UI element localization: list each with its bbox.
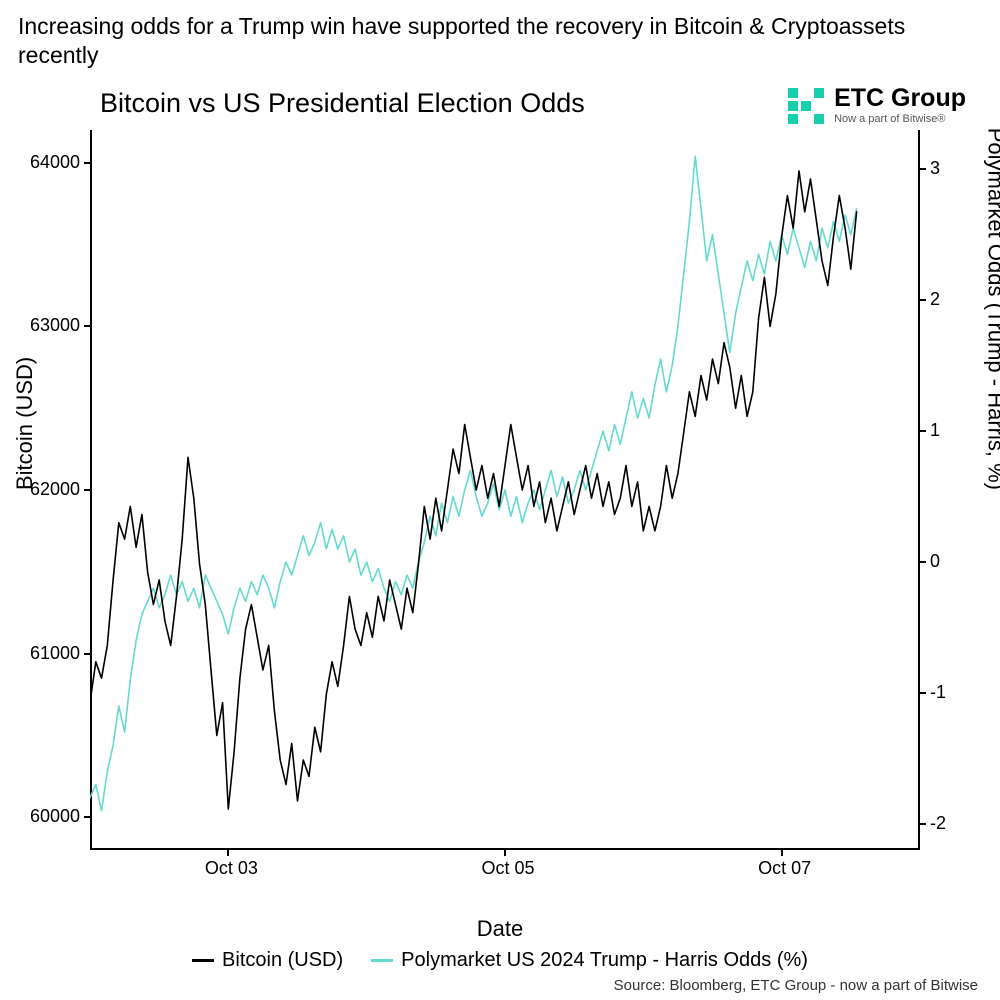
logo-tagline: Now a part of Bitwise® xyxy=(834,114,966,125)
y1-axis-label: Bitcoin (USD) xyxy=(12,357,38,490)
x-axis-label: Date xyxy=(0,916,1000,942)
legend-item-bitcoin: Bitcoin (USD) xyxy=(192,949,343,972)
source-line: Source: Bloomberg, ETC Group - now a par… xyxy=(614,977,978,994)
brand-logo: ETC Group Now a part of Bitwise® xyxy=(788,86,966,125)
chart-lines xyxy=(90,130,920,850)
y2-axis-label: Polymarket Odds (Trump - Harris, %) xyxy=(982,128,1000,490)
legend-swatch xyxy=(371,959,393,962)
legend-label: Polymarket US 2024 Trump - Harris Odds (… xyxy=(401,949,808,972)
logo-mark xyxy=(788,88,824,124)
legend: Bitcoin (USD) Polymarket US 2024 Trump -… xyxy=(0,949,1000,972)
chart-title: Bitcoin vs US Presidential Election Odds xyxy=(100,88,585,119)
legend-item-polymarket: Polymarket US 2024 Trump - Harris Odds (… xyxy=(371,949,808,972)
logo-brand-text: ETC Group xyxy=(834,86,966,111)
headline: Increasing odds for a Trump win have sup… xyxy=(18,12,982,70)
legend-label: Bitcoin (USD) xyxy=(222,949,343,972)
figure-container: Increasing odds for a Trump win have sup… xyxy=(0,0,1000,1000)
legend-swatch xyxy=(192,959,214,962)
plot-wrap: 6000061000620006300064000-2-10123Oct 03O… xyxy=(90,130,920,850)
